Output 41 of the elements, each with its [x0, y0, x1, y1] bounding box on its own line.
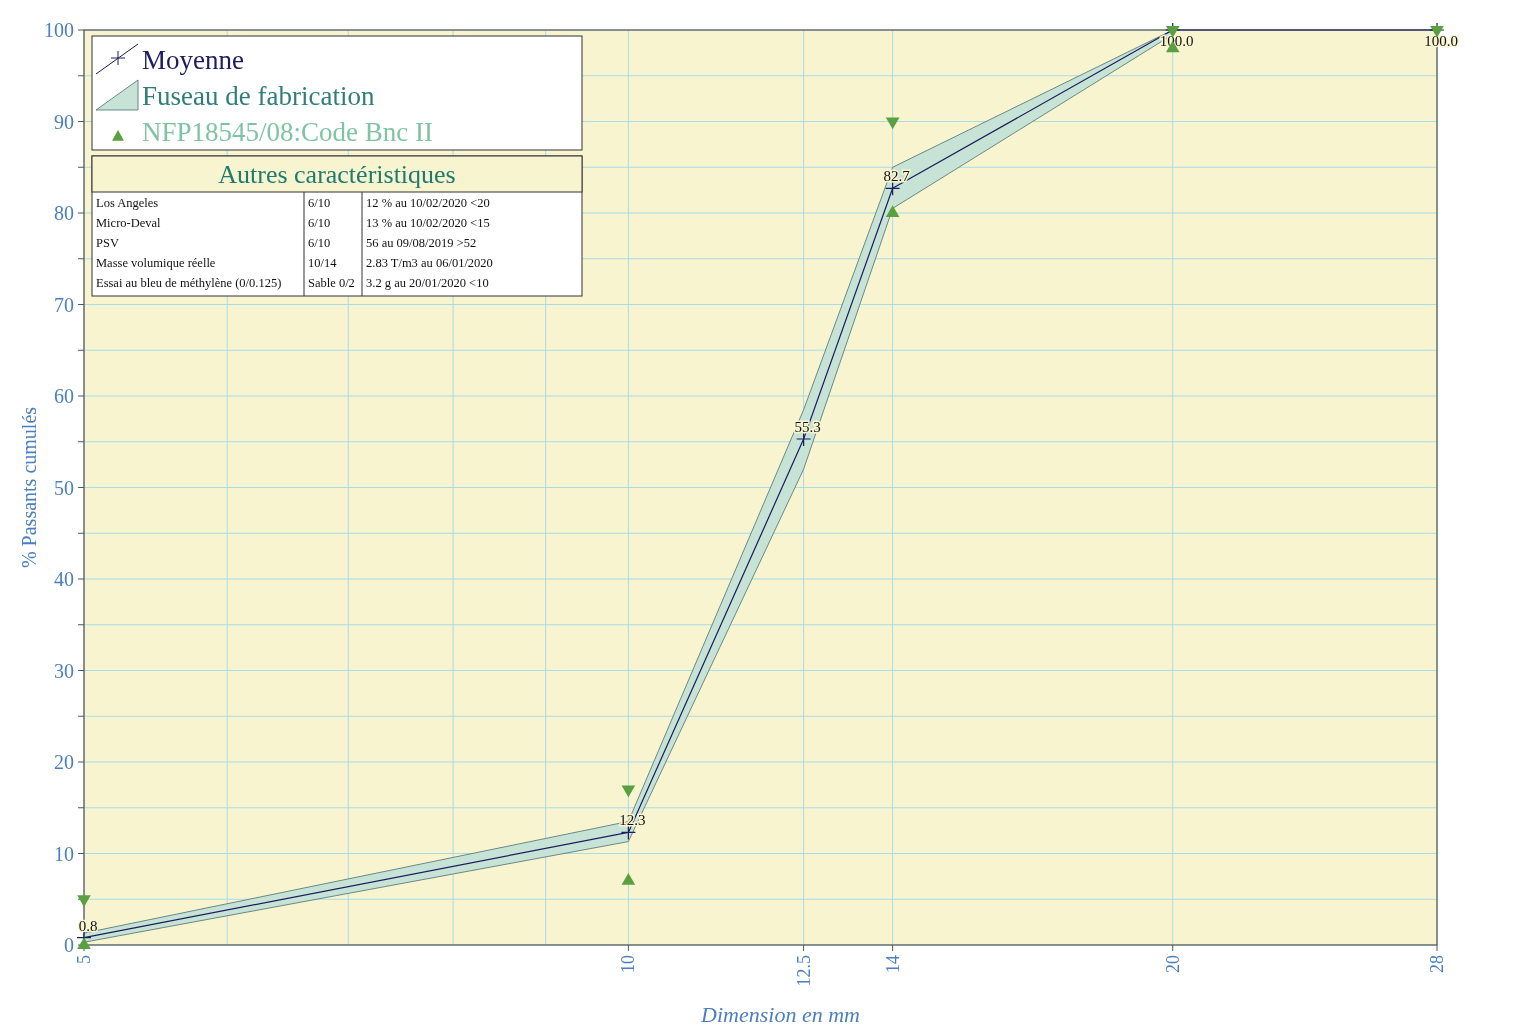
y-tick-label: 0 [64, 934, 74, 956]
y-tick-label: 100 [44, 19, 74, 41]
annotation: 13 % au 10/02/2020 <15 [366, 216, 490, 230]
x-tick-label: 5 [74, 955, 94, 964]
y-tick-label: 80 [54, 202, 74, 224]
data-label: 82.7 [883, 168, 911, 185]
y-axis-title: % Passants cumulés [18, 406, 40, 569]
y-tick-label: 50 [54, 476, 74, 499]
annotation: Micro-Deval [96, 216, 162, 230]
y-tick-label: 30 [54, 659, 74, 682]
x-tick-label: 14 [882, 955, 903, 973]
annotation: PSV [96, 236, 119, 250]
annotation: 56 au 09/08/2019 >52 [366, 236, 477, 250]
y-tick-label: 20 [54, 751, 74, 773]
legend-label: Moyenne [142, 45, 244, 75]
y-tick-label: 10 [54, 842, 74, 865]
y-tick-label: 90 [54, 110, 74, 133]
annotation: Autres caractéristiques [218, 160, 456, 189]
x-tick-label: 10 [618, 955, 639, 973]
y-tick-label: 40 [54, 568, 74, 590]
annotation: 12 % au 10/02/2020 <20 [366, 196, 490, 210]
data-label: 0.8 [78, 917, 98, 934]
data-label: 100.0 [1424, 33, 1458, 49]
annotation: 2.83 T/m3 au 06/01/2020 [366, 256, 493, 270]
annotation: Essai au bleu de méthylène (0/0.125) [96, 276, 282, 290]
annotation: 3.2 g au 20/01/2020 <10 [366, 276, 489, 290]
x-tick-label: 12.5 [793, 955, 814, 987]
annotation: Sable 0/2 [308, 276, 355, 290]
annotation: 6/10 [308, 216, 331, 230]
annotation: Masse volumique réelle [96, 256, 216, 270]
x-axis-title: Dimension en mm [700, 1002, 860, 1027]
annotation: 6/10 [308, 236, 331, 250]
x-tick-label: 20 [1162, 955, 1183, 973]
y-tick-label: 60 [54, 385, 74, 407]
legend-label: Fuseau de fabrication [142, 81, 375, 111]
annotation: 6/10 [308, 196, 331, 210]
legend-label: NFP18545/08:Code Bnc II [142, 117, 434, 147]
annotation: 10/14 [308, 256, 338, 270]
annotation: Los Angeles [96, 196, 159, 210]
x-tick-label: 28 [1427, 955, 1447, 973]
y-tick-label: 70 [54, 293, 74, 316]
